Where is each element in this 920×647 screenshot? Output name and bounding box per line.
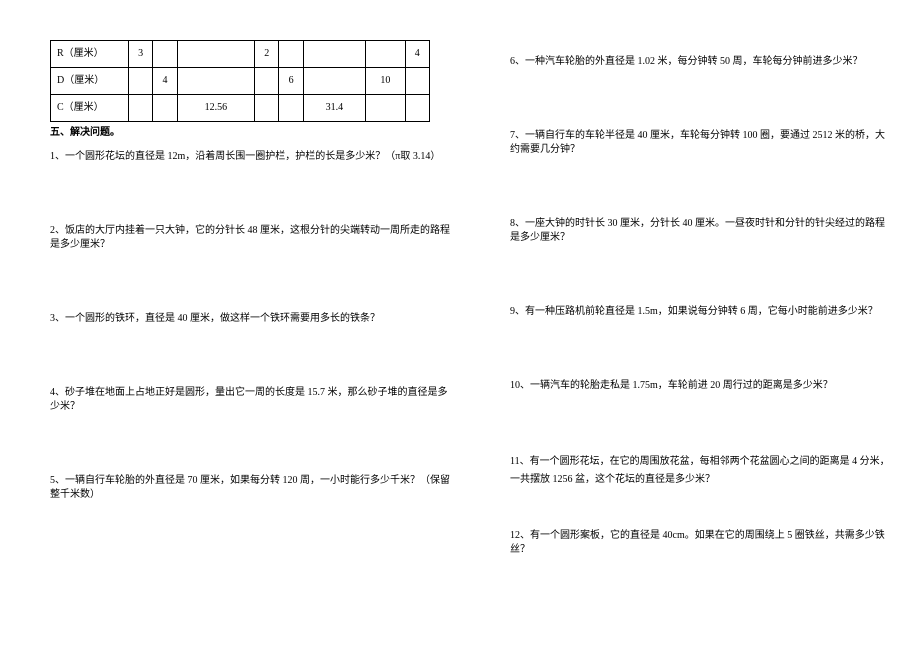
row-label: C（厘米） <box>51 95 129 122</box>
cell <box>405 95 429 122</box>
question-5: 5、一辆自行车轮胎的外直径是 70 厘米，如果每分转 120 周，一小时能行多少… <box>50 474 450 502</box>
question-3: 3、一个圆形的铁环，直径是 40 厘米，做这样一个铁环需要用多长的铁条？ <box>50 312 450 326</box>
question-8: 8、一座大钟的时针长 30 厘米，分针长 40 厘米。一昼夜时针和分针的针尖经过… <box>510 217 890 245</box>
table-row: D（厘米） 4 6 10 <box>51 68 430 95</box>
left-column: R（厘米） 3 2 4 D（厘米） 4 6 10 <box>50 40 450 617</box>
cell <box>405 68 429 95</box>
question-11: 11、有一个圆形花坛，在它的周围放花盆，每相邻两个花盆圆心之间的距离是 4 分米… <box>510 453 890 489</box>
cell <box>177 41 255 68</box>
cell <box>366 41 406 68</box>
question-10: 10、一辆汽车的轮胎走私是 1.75m，车轮前进 20 周行过的距离是多少米？ <box>510 379 890 393</box>
question-2: 2、饭店的大厅内挂着一只大钟，它的分针长 48 厘米，这根分针的尖端转动一周所走… <box>50 224 450 252</box>
cell <box>129 68 153 95</box>
cell <box>129 95 153 122</box>
cell <box>366 95 406 122</box>
row-label: D（厘米） <box>51 68 129 95</box>
question-12: 12、有一个圆形案板，它的直径是 40cm。如果在它的周围绕上 5 圈铁丝，共需… <box>510 529 890 557</box>
worksheet-page: R（厘米） 3 2 4 D（厘米） 4 6 10 <box>0 0 920 617</box>
row-label: R（厘米） <box>51 41 129 68</box>
table-row: C（厘米） 12.56 31.4 <box>51 95 430 122</box>
cell: 4 <box>405 41 429 68</box>
right-column: 6、一种汽车轮胎的外直径是 1.02 米，每分钟转 50 周，车轮每分钟前进多少… <box>510 40 890 617</box>
cell <box>303 68 365 95</box>
question-6: 6、一种汽车轮胎的外直径是 1.02 米，每分钟转 50 周，车轮每分钟前进多少… <box>510 55 890 69</box>
cell <box>255 95 279 122</box>
cell <box>303 41 365 68</box>
cell: 2 <box>255 41 279 68</box>
cell <box>177 68 255 95</box>
cell <box>279 41 303 68</box>
question-7: 7、一辆自行车的车轮半径是 40 厘米，车轮每分钟转 100 圈，要通过 251… <box>510 129 890 157</box>
question-4: 4、砂子堆在地面上占地正好是圆形，量出它一周的长度是 15.7 米，那么砂子堆的… <box>50 386 450 414</box>
table-row: R（厘米） 3 2 4 <box>51 41 430 68</box>
question-1: 1、一个圆形花坛的直径是 12m，沿着周长围一圈护栏，护栏的长是多少米？（π取 … <box>50 150 450 164</box>
cell <box>255 68 279 95</box>
cell <box>153 95 177 122</box>
cell: 6 <box>279 68 303 95</box>
cell: 4 <box>153 68 177 95</box>
cell: 12.56 <box>177 95 255 122</box>
cell: 31.4 <box>303 95 365 122</box>
cell: 10 <box>366 68 406 95</box>
cell: 3 <box>129 41 153 68</box>
cell <box>153 41 177 68</box>
section-title: 五、解决问题。 <box>50 126 450 140</box>
data-table: R（厘米） 3 2 4 D（厘米） 4 6 10 <box>50 40 430 122</box>
question-9: 9、有一种压路机前轮直径是 1.5m，如果说每分钟转 6 周，它每小时能前进多少… <box>510 305 890 319</box>
cell <box>279 95 303 122</box>
